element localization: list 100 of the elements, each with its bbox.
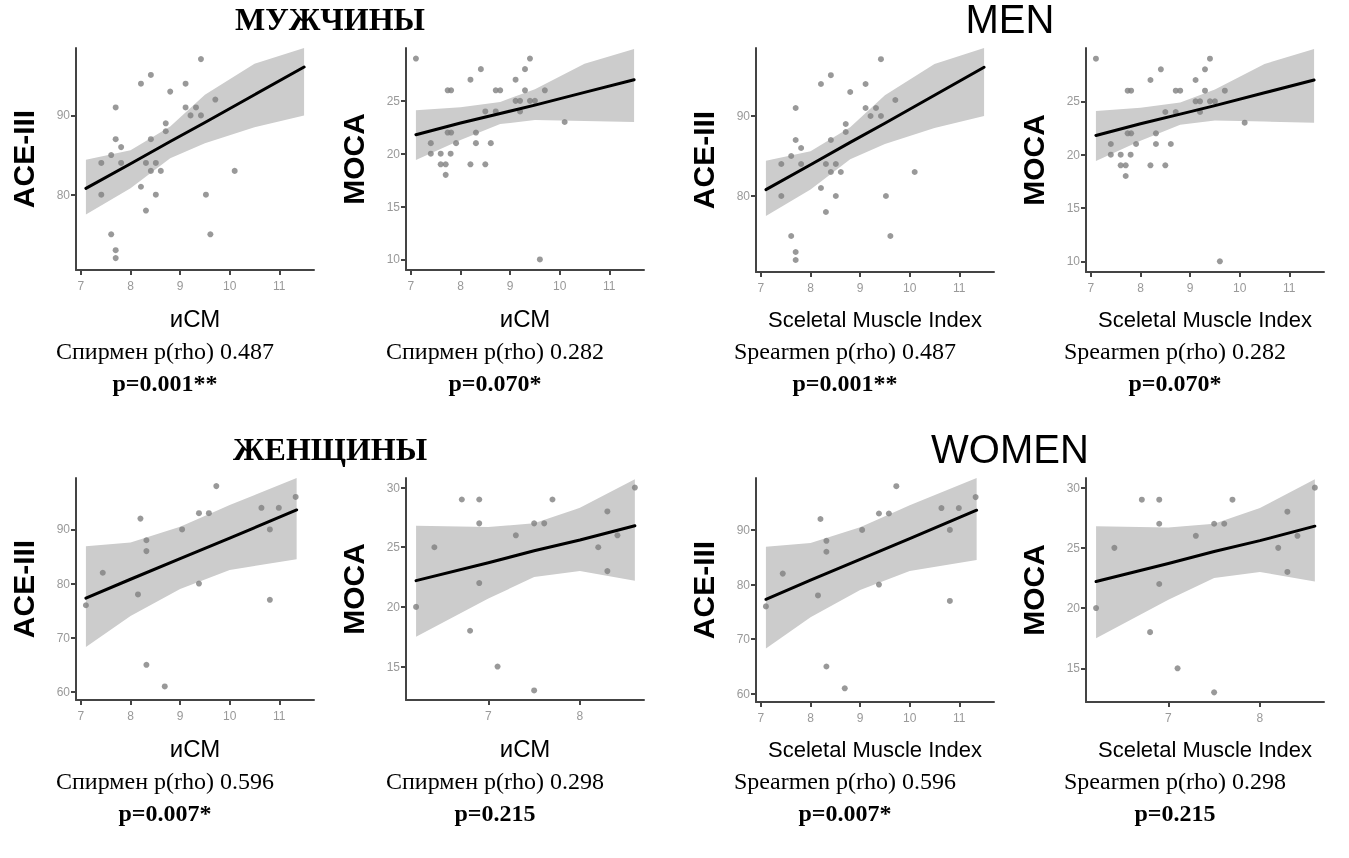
point: [197, 112, 204, 119]
point: [1197, 98, 1204, 105]
point: [817, 81, 824, 87]
point: [823, 548, 830, 555]
point: [792, 257, 799, 263]
point: [882, 193, 889, 199]
y-axis-title: ACE-III: [686, 110, 720, 210]
point: [1152, 130, 1159, 137]
point: [437, 161, 444, 168]
y-tick-label: 15: [386, 199, 401, 214]
point: [487, 140, 494, 147]
y-tick-label: 10: [386, 252, 401, 267]
point: [142, 159, 149, 166]
point: [526, 55, 533, 62]
y-tick-label: 25: [1066, 94, 1081, 109]
point: [938, 505, 945, 512]
x-tick-label: 11: [603, 279, 616, 293]
point: [1202, 66, 1208, 73]
point: [258, 504, 265, 511]
point: [862, 81, 869, 87]
point: [762, 603, 769, 610]
text: Spearmen p(rho) 0.487: [733, 337, 957, 366]
text: p=0.070*: [1127, 369, 1223, 398]
y-tick-label: 90: [736, 109, 751, 123]
point: [837, 169, 844, 175]
x-tick-label: 11: [953, 711, 966, 725]
point: [595, 544, 602, 551]
y-tick-label: 90: [56, 108, 71, 123]
y-tick-label: 20: [1066, 147, 1081, 162]
point: [187, 112, 194, 119]
point: [143, 548, 150, 555]
point: [1147, 162, 1154, 169]
text: Spearmen p(rho) 0.596: [733, 767, 957, 796]
point: [817, 185, 824, 191]
y-axis-title: MOCA: [1016, 114, 1050, 206]
point: [842, 121, 849, 127]
y-tick-label: 25: [1066, 540, 1081, 555]
point: [972, 494, 979, 501]
point: [1192, 532, 1199, 539]
point: [413, 603, 420, 610]
point: [167, 88, 174, 95]
y-axis-title: ACE-III: [6, 539, 40, 639]
point: [112, 247, 119, 254]
point: [517, 97, 524, 104]
point: [162, 128, 169, 135]
text: Спирмен p(rho) 0.298: [385, 767, 605, 796]
point: [788, 233, 795, 239]
x-axis-title: иСМ: [169, 304, 221, 332]
chart-title: WOMEN: [930, 427, 1090, 471]
x-tick-label: 7: [407, 279, 415, 293]
line-series: [414, 78, 636, 137]
x-tick-label: 8: [127, 709, 135, 723]
point: [877, 113, 884, 119]
point: [108, 231, 115, 238]
x-tick-label: 7: [77, 709, 85, 723]
point: [98, 191, 105, 198]
point: [207, 231, 214, 238]
point: [412, 55, 419, 62]
x-tick-label: 9: [176, 709, 184, 723]
point: [193, 104, 199, 111]
point: [862, 105, 869, 111]
x-axis-title: Sceletal Muscle Index: [768, 736, 982, 762]
x-tick-label: 8: [807, 711, 815, 725]
point: [827, 137, 834, 143]
point: [817, 515, 824, 522]
point: [536, 256, 543, 263]
x-tick-label: 8: [127, 279, 135, 293]
point: [108, 152, 115, 159]
point: [1093, 605, 1100, 612]
point: [476, 580, 483, 587]
point: [832, 193, 839, 199]
point: [1284, 568, 1291, 575]
y-tick-label: 80: [736, 577, 751, 592]
point: [541, 87, 548, 94]
chart-title: МУЖЧИНЫ: [234, 0, 426, 39]
point: [1127, 151, 1134, 158]
point: [1202, 87, 1208, 94]
point: [798, 145, 805, 151]
point: [275, 504, 282, 511]
point: [526, 97, 533, 104]
point: [1147, 629, 1154, 636]
point: [213, 483, 220, 490]
point: [453, 140, 460, 147]
point: [1211, 689, 1218, 696]
point: [614, 532, 621, 539]
point: [788, 153, 795, 159]
y-tick-label: 25: [386, 93, 401, 108]
point: [231, 167, 238, 174]
point: [1221, 520, 1228, 527]
point: [467, 627, 474, 634]
point: [182, 80, 189, 87]
point: [823, 537, 830, 544]
y-tick-label: 80: [56, 187, 71, 202]
y-tick-label: 15: [1066, 661, 1081, 676]
text: Spearmen p(rho) 0.282: [1063, 337, 1287, 366]
point: [867, 113, 874, 119]
point: [885, 510, 892, 517]
point: [822, 161, 829, 167]
x-tick-label: 10: [553, 279, 567, 293]
point: [847, 89, 854, 95]
